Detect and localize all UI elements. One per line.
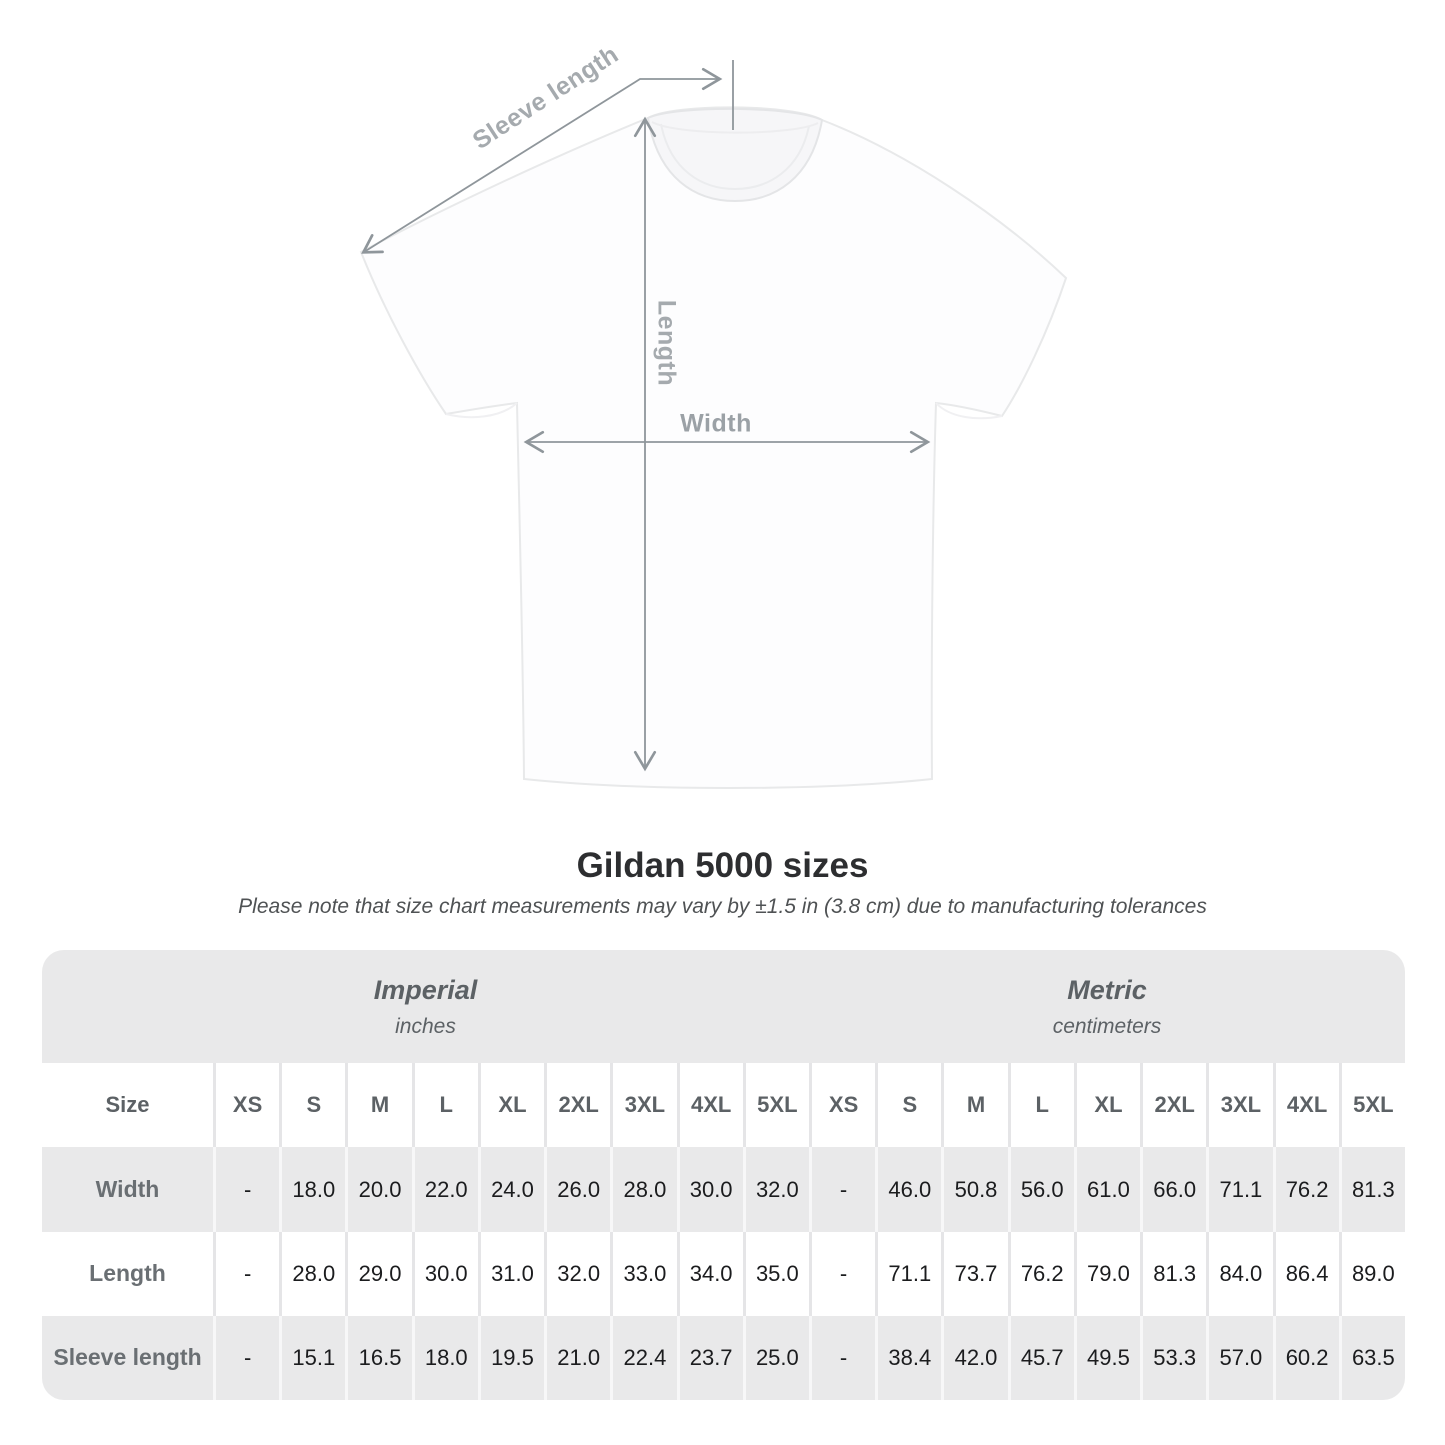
value-cell: 66.0 bbox=[1140, 1147, 1207, 1232]
value-cell: 15.1 bbox=[279, 1315, 346, 1400]
tshirt-graphic bbox=[359, 60, 1068, 789]
value-cell: 21.0 bbox=[544, 1315, 611, 1400]
length-annotation-label: Length bbox=[652, 299, 681, 387]
value-cell: 76.2 bbox=[1007, 1231, 1074, 1316]
value-cell: 30.0 bbox=[676, 1147, 743, 1232]
value-cell: 20.0 bbox=[345, 1147, 412, 1232]
tshirt-measurement-figure: Sleeve length Length Width bbox=[359, 40, 1068, 789]
value-cell: 29.0 bbox=[345, 1231, 412, 1316]
value-cell: 81.3 bbox=[1338, 1147, 1405, 1232]
size-header-cell: 4XL bbox=[1272, 1063, 1339, 1148]
value-cell: 50.8 bbox=[941, 1147, 1008, 1232]
value-cell: 31.0 bbox=[477, 1231, 545, 1316]
imperial-group-title: Imperial bbox=[373, 974, 478, 1005]
row-label: Width bbox=[42, 1147, 213, 1232]
size-header-cell: 4XL bbox=[676, 1063, 743, 1148]
value-cell: 60.2 bbox=[1272, 1315, 1339, 1400]
value-cell: 33.0 bbox=[610, 1231, 677, 1316]
units-header-row: Imperial inches Metric centimeters bbox=[42, 950, 1405, 1064]
value-cell: 49.5 bbox=[1073, 1315, 1141, 1400]
size-col-header: Size bbox=[42, 1063, 213, 1148]
sleeve-length-row: Sleeve length - 15.1 16.5 18.0 19.5 21.0… bbox=[42, 1315, 1405, 1400]
value-cell: - bbox=[808, 1231, 876, 1316]
value-cell: 23.7 bbox=[676, 1315, 743, 1400]
size-header-cell: S bbox=[875, 1063, 942, 1148]
width-annotation-label: Width bbox=[680, 409, 752, 438]
size-table-grid: Imperial inches Metric centimeters Size … bbox=[42, 950, 1405, 1400]
value-cell: 53.3 bbox=[1140, 1315, 1207, 1400]
value-cell: 61.0 bbox=[1073, 1147, 1141, 1232]
value-cell: 38.4 bbox=[875, 1315, 942, 1400]
value-cell: 18.0 bbox=[411, 1315, 478, 1400]
value-cell: 42.0 bbox=[941, 1315, 1008, 1400]
value-cell: 19.5 bbox=[477, 1315, 545, 1400]
value-cell: - bbox=[213, 1315, 280, 1400]
units-header-metric: Metric centimeters bbox=[808, 950, 1405, 1064]
row-label: Length bbox=[42, 1231, 213, 1316]
value-cell: 32.0 bbox=[544, 1231, 611, 1316]
value-cell: 79.0 bbox=[1073, 1231, 1141, 1316]
row-label: Sleeve length bbox=[42, 1315, 213, 1400]
value-cell: - bbox=[808, 1315, 876, 1400]
value-cell: 28.0 bbox=[279, 1231, 346, 1316]
metric-group-unit: centimeters bbox=[1052, 1014, 1162, 1038]
value-cell: 86.4 bbox=[1272, 1231, 1339, 1316]
tolerance-note: Please note that size chart measurements… bbox=[238, 895, 1207, 918]
metric-group-title: Metric bbox=[1067, 974, 1147, 1005]
size-header-cell: XS bbox=[213, 1063, 280, 1148]
value-cell: 22.4 bbox=[610, 1315, 677, 1400]
size-header-cell: 5XL bbox=[1338, 1063, 1405, 1148]
size-header-cell: M bbox=[941, 1063, 1008, 1148]
value-cell: 24.0 bbox=[477, 1147, 545, 1232]
value-cell: 89.0 bbox=[1338, 1231, 1405, 1316]
size-header-cell: S bbox=[279, 1063, 346, 1148]
value-cell: - bbox=[213, 1231, 280, 1316]
value-cell: 73.7 bbox=[941, 1231, 1008, 1316]
sizes-header-row: Size XS S M L XL 2XL 3XL 4XL 5XL XS S M … bbox=[42, 1063, 1405, 1148]
size-header-cell: 3XL bbox=[610, 1063, 677, 1148]
imperial-group-unit: inches bbox=[395, 1014, 456, 1038]
sleeve-length-arrow bbox=[361, 67, 723, 254]
value-cell: 71.1 bbox=[875, 1231, 942, 1316]
size-header-cell: 2XL bbox=[1140, 1063, 1207, 1148]
size-header-cell: XL bbox=[1073, 1063, 1141, 1148]
length-row: Length - 28.0 29.0 30.0 31.0 32.0 33.0 3… bbox=[42, 1231, 1405, 1316]
value-cell: 76.2 bbox=[1272, 1147, 1339, 1232]
page-title: Gildan 5000 sizes bbox=[576, 846, 869, 885]
value-cell: 18.0 bbox=[279, 1147, 346, 1232]
size-header-cell: L bbox=[411, 1063, 478, 1148]
tshirt-body bbox=[359, 106, 1068, 789]
size-table: Imperial inches Metric centimeters Size … bbox=[42, 950, 1405, 1400]
units-header-imperial: Imperial inches bbox=[42, 950, 809, 1064]
value-cell: 46.0 bbox=[875, 1147, 942, 1232]
size-header-cell: XL bbox=[477, 1063, 545, 1148]
value-cell: 63.5 bbox=[1338, 1315, 1405, 1400]
value-cell: 30.0 bbox=[411, 1231, 478, 1316]
size-header-cell: 2XL bbox=[544, 1063, 611, 1148]
value-cell: 57.0 bbox=[1206, 1315, 1273, 1400]
width-row: Width - 18.0 20.0 22.0 24.0 26.0 28.0 30… bbox=[42, 1147, 1405, 1232]
size-header-cell: XS bbox=[808, 1063, 876, 1148]
value-cell: - bbox=[213, 1147, 280, 1232]
value-cell: 34.0 bbox=[676, 1231, 743, 1316]
size-header-cell: L bbox=[1007, 1063, 1074, 1148]
value-cell: 16.5 bbox=[345, 1315, 412, 1400]
value-cell: 56.0 bbox=[1007, 1147, 1074, 1232]
value-cell: 35.0 bbox=[742, 1231, 809, 1316]
value-cell: 26.0 bbox=[544, 1147, 611, 1232]
value-cell: 25.0 bbox=[742, 1315, 809, 1400]
value-cell: 22.0 bbox=[411, 1147, 478, 1232]
value-cell: 71.1 bbox=[1206, 1147, 1273, 1232]
size-header-cell: M bbox=[345, 1063, 412, 1148]
value-cell: 32.0 bbox=[742, 1147, 809, 1232]
value-cell: 81.3 bbox=[1140, 1231, 1207, 1316]
value-cell: 28.0 bbox=[610, 1147, 677, 1232]
value-cell: 45.7 bbox=[1007, 1315, 1074, 1400]
value-cell: - bbox=[808, 1147, 876, 1232]
value-cell: 84.0 bbox=[1206, 1231, 1273, 1316]
size-header-cell: 5XL bbox=[742, 1063, 809, 1148]
size-header-cell: 3XL bbox=[1206, 1063, 1273, 1148]
